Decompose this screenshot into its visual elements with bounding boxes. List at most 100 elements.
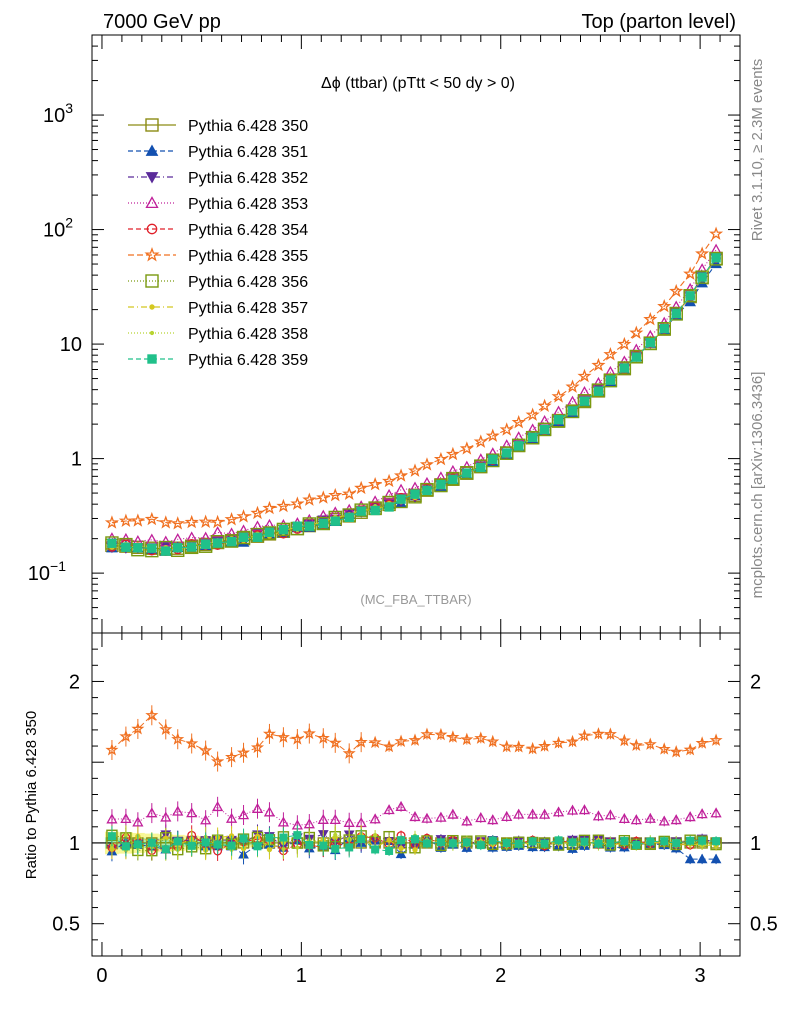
- main-series-point: [551, 389, 566, 403]
- legend-marker: [145, 196, 159, 209]
- ratio-series-point: [436, 838, 445, 847]
- ratio-y-label: Ratio to Pythia 6.428 350: [23, 711, 40, 879]
- ratio-y-tick-label: 0.5: [52, 914, 80, 936]
- main-series-point: [476, 462, 486, 473]
- ratio-series-point: [120, 812, 132, 824]
- ratio-series-point: [527, 808, 539, 819]
- main-series-point: [170, 516, 185, 530]
- main-series-point: [460, 466, 474, 480]
- ratio-series-point: [502, 839, 511, 848]
- ratio-series-point: [487, 814, 499, 825]
- ratio-y-tick-label: 2: [69, 671, 80, 693]
- legend-entry: Pythia 6.428 353: [128, 196, 308, 213]
- ratio-series-point: [171, 732, 185, 745]
- legend-marker: [147, 354, 157, 364]
- main-series-point: [158, 515, 173, 529]
- main-series-point: [316, 490, 331, 504]
- main-series-point: [200, 539, 211, 549]
- main-series-point: [657, 321, 671, 336]
- main-series-point: [330, 516, 340, 526]
- main-series-point: [669, 307, 683, 321]
- ratio-series-point: [554, 836, 563, 845]
- main-series-point: [161, 546, 171, 556]
- main-series-point: [525, 407, 540, 421]
- ratio-series-point: [669, 745, 683, 758]
- main-series-point: [278, 524, 289, 535]
- ratio-series-point: [709, 733, 723, 746]
- ratio-series-point: [342, 746, 356, 759]
- ratio-series-3: [106, 796, 722, 836]
- ratio-series-point: [369, 813, 381, 824]
- ratio-series-point: [540, 839, 549, 848]
- ratio-series-point: [566, 804, 579, 815]
- ratio-series-point: [131, 722, 145, 735]
- main-series-point: [133, 543, 143, 553]
- main-series-point: [304, 521, 315, 531]
- ratio-series-point: [185, 736, 199, 750]
- ratio-series-point: [658, 815, 670, 826]
- ratio-series-point: [643, 737, 657, 750]
- legend-entry: Pythia 6.428 358: [128, 326, 308, 343]
- ratio-series-group: [105, 705, 723, 865]
- ratio-series-point: [213, 840, 222, 849]
- ratio-series-point: [710, 853, 722, 864]
- main-x-ticks: [101, 35, 721, 633]
- main-series-point: [384, 502, 394, 512]
- main-series-point: [318, 518, 328, 529]
- ratio-series-point: [305, 840, 314, 849]
- ratio-series-point: [618, 812, 630, 824]
- ratio-series-point: [698, 836, 707, 845]
- x-tick-label: 0: [96, 965, 107, 987]
- legend-label: Pythia 6.428 358: [188, 326, 308, 343]
- ratio-series-point: [552, 806, 565, 817]
- ratio-series-point: [295, 845, 300, 850]
- ratio-y-ticks: 2 2 1 1 0.5 0.5: [52, 648, 778, 941]
- main-series-point: [485, 428, 500, 442]
- main-series-point: [643, 311, 658, 326]
- ratio-series-point: [395, 800, 407, 811]
- main-series-point: [486, 453, 500, 468]
- main-series-line: [111, 249, 717, 543]
- legend-label: Pythia 6.428 352: [188, 170, 308, 187]
- ratio-series-point: [368, 735, 382, 749]
- ratio-series-point: [603, 727, 617, 740]
- ratio-series-point: [695, 736, 709, 749]
- ratio-series-point: [591, 727, 605, 740]
- ratio-series-point: [448, 839, 457, 848]
- ratio-series-point: [329, 813, 341, 824]
- main-series-point: [685, 291, 695, 301]
- ratio-series-point: [512, 740, 526, 753]
- legend-entry: Pythia 6.428 359: [128, 352, 308, 369]
- ratio-series-point: [145, 708, 159, 721]
- ratio-series-point: [422, 839, 431, 848]
- ratio-series-point: [696, 853, 708, 864]
- legend-entry: Pythia 6.428 356: [128, 274, 308, 291]
- ratio-series-point: [385, 846, 394, 855]
- legend-entry: Pythia 6.428 355: [128, 247, 308, 265]
- main-series-point: [434, 478, 448, 493]
- main-series-point: [186, 542, 197, 552]
- ratio-series-point: [398, 845, 404, 852]
- ratio-series-point: [187, 841, 196, 850]
- ratio-y-tick-label-right: 1: [750, 833, 761, 855]
- main-series-point: [419, 457, 435, 471]
- ratio-series-point: [371, 845, 380, 854]
- main-series-point: [224, 512, 239, 526]
- ratio-series-point: [604, 809, 617, 820]
- main-series-point: [565, 404, 580, 419]
- ratio-series-point: [461, 815, 473, 826]
- ratio-series-point: [580, 837, 589, 846]
- main-series-point: [448, 474, 458, 485]
- ratio-series-point: [331, 844, 340, 853]
- analysis-label: (MC_FBA_TTBAR): [360, 592, 471, 607]
- ratio-series-point: [710, 807, 722, 818]
- main-series-point: [577, 394, 592, 408]
- ratio-series-point: [565, 734, 580, 748]
- header-right: Top (parton level): [581, 11, 736, 33]
- main-series-point: [238, 532, 249, 543]
- ratio-series-point: [250, 740, 265, 754]
- legend-marker: [145, 118, 159, 132]
- ratio-series-point: [119, 729, 133, 743]
